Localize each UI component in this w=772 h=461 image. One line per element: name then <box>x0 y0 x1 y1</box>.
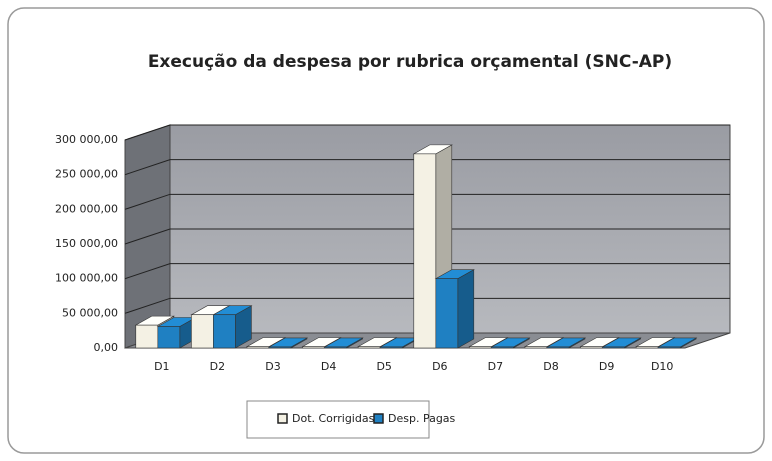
bar-side <box>457 269 475 349</box>
bar <box>491 346 514 349</box>
bar <box>324 346 347 349</box>
legend-swatch <box>277 413 288 424</box>
grid-line <box>124 297 730 314</box>
x-tick-label: D9 <box>599 360 614 373</box>
grid-line <box>124 263 730 280</box>
bar <box>413 153 437 349</box>
bar <box>357 346 381 349</box>
bar <box>469 346 492 349</box>
legend-label: Dot. Corrigidas <box>292 412 375 425</box>
bar <box>379 346 403 349</box>
bar <box>213 314 236 349</box>
bar <box>435 278 459 349</box>
y-tick-label: 150 000,00 <box>55 237 118 250</box>
grid-line <box>124 124 730 141</box>
x-tick-label: D7 <box>488 360 503 373</box>
bar <box>580 346 603 349</box>
legend-swatch <box>373 413 384 424</box>
y-tick-label: 0,00 <box>94 341 119 354</box>
bar <box>157 326 181 349</box>
x-tick-label: D10 <box>651 360 673 373</box>
grid-line <box>124 193 730 210</box>
grid-line <box>124 228 730 245</box>
x-tick-label: D8 <box>543 360 558 373</box>
legend-label: Desp. Pagas <box>388 412 456 425</box>
y-tick-label: 250 000,00 <box>55 168 118 181</box>
grid-line <box>124 159 730 176</box>
x-tick-label: D4 <box>321 360 336 373</box>
y-tick-label: 300 000,00 <box>55 133 118 146</box>
y-tick-label: 50 000,00 <box>62 306 118 319</box>
chart-title: Execução da despesa por rubrica orçament… <box>148 52 672 72</box>
bar <box>302 346 325 349</box>
bar <box>602 346 625 349</box>
bar <box>191 314 214 349</box>
bar <box>657 346 681 349</box>
bar <box>635 346 659 349</box>
y-tick-label: 100 000,00 <box>55 272 118 285</box>
bar <box>268 346 292 349</box>
bar <box>524 346 548 349</box>
bar <box>546 346 570 349</box>
x-tick-label: D6 <box>432 360 447 373</box>
x-tick-label: D2 <box>210 360 225 373</box>
bar <box>135 324 159 349</box>
x-tick-label: D1 <box>154 360 169 373</box>
y-tick-label: 200 000,00 <box>55 202 118 215</box>
bar <box>246 346 270 349</box>
x-tick-label: D3 <box>265 360 280 373</box>
x-tick-label: D5 <box>376 360 391 373</box>
